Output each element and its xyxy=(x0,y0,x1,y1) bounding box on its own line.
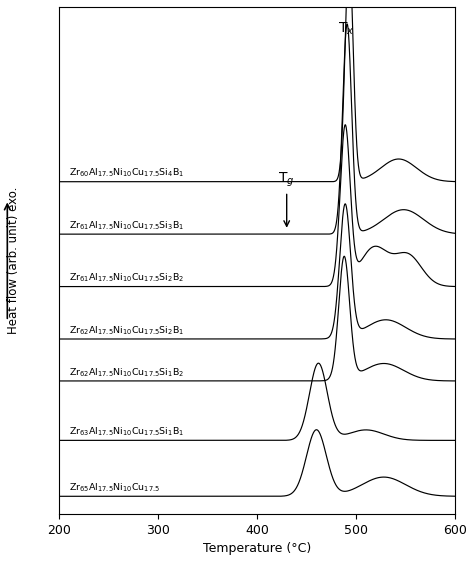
X-axis label: Temperature (°C): Temperature (°C) xyxy=(203,542,311,555)
Text: T$_x$: T$_x$ xyxy=(338,21,355,37)
Text: T$_g$: T$_g$ xyxy=(279,170,295,226)
Text: Zr$_{63}$Al$_{17.5}$Ni$_{10}$Cu$_{17.5}$Si$_1$B$_1$: Zr$_{63}$Al$_{17.5}$Ni$_{10}$Cu$_{17.5}$… xyxy=(69,425,184,438)
Text: Zr$_{61}$Al$_{17.5}$Ni$_{10}$Cu$_{17.5}$Si$_2$B$_2$: Zr$_{61}$Al$_{17.5}$Ni$_{10}$Cu$_{17.5}$… xyxy=(69,271,184,284)
Text: Zr$_{62}$Al$_{17.5}$Ni$_{10}$Cu$_{17.5}$Si$_1$B$_2$: Zr$_{62}$Al$_{17.5}$Ni$_{10}$Cu$_{17.5}$… xyxy=(69,366,184,378)
Y-axis label: Heat flow (arb. unit) exo.: Heat flow (arb. unit) exo. xyxy=(7,187,20,334)
Text: Zr$_{61}$Al$_{17.5}$Ni$_{10}$Cu$_{17.5}$Si$_3$B$_1$: Zr$_{61}$Al$_{17.5}$Ni$_{10}$Cu$_{17.5}$… xyxy=(69,219,184,232)
Text: Zr$_{62}$Al$_{17.5}$Ni$_{10}$Cu$_{17.5}$Si$_2$B$_1$: Zr$_{62}$Al$_{17.5}$Ni$_{10}$Cu$_{17.5}$… xyxy=(69,324,184,337)
Text: Zr$_{65}$Al$_{17.5}$Ni$_{10}$Cu$_{17.5}$: Zr$_{65}$Al$_{17.5}$Ni$_{10}$Cu$_{17.5}$ xyxy=(69,482,160,494)
Text: Zr$_{60}$Al$_{17.5}$Ni$_{10}$Cu$_{17.5}$Si$_4$B$_1$: Zr$_{60}$Al$_{17.5}$Ni$_{10}$Cu$_{17.5}$… xyxy=(69,167,184,179)
